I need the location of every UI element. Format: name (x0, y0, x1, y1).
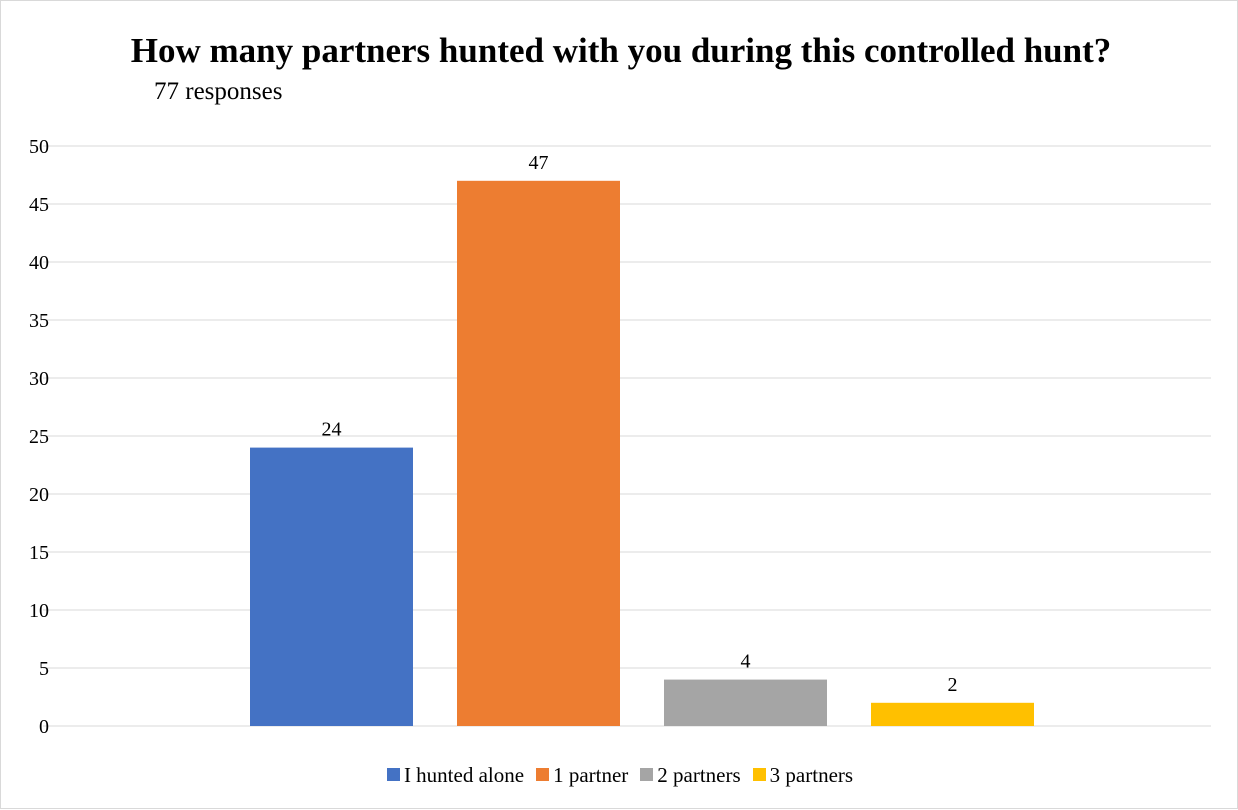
bar-i-hunted-alone (250, 447, 413, 726)
legend-label: 2 partners (657, 763, 741, 787)
y-tick-label: 35 (29, 310, 49, 332)
data-label: 47 (529, 152, 549, 174)
bar-3-partners (871, 702, 1034, 726)
data-labels: 24 47 4 2 (322, 152, 958, 696)
bar-1-partner (457, 180, 620, 727)
y-tick-label: 20 (29, 484, 49, 506)
bars (250, 180, 1034, 727)
y-axis-ticks: 0 5 10 15 20 25 30 35 40 45 50 (29, 136, 49, 738)
legend-swatch (752, 768, 766, 781)
y-tick-label: 30 (29, 368, 49, 390)
y-tick-label: 40 (29, 252, 49, 274)
y-tick-label: 5 (39, 658, 49, 680)
legend-label: 3 partners (769, 763, 854, 787)
y-tick-label: 50 (29, 136, 49, 158)
data-label: 4 (741, 651, 751, 673)
legend-item: I hunted alone (386, 762, 525, 788)
legend-swatch (640, 768, 654, 781)
y-tick-label: 45 (29, 194, 49, 216)
data-label: 2 (948, 674, 958, 696)
legend: I hunted alone 1 partner 2 partners 3 partn… (1, 762, 1238, 788)
legend-label: I hunted alone (403, 763, 525, 787)
chart-title: How many partners hunted with you during… (130, 31, 1112, 70)
y-tick-label: 10 (29, 600, 49, 622)
legend-item: 2 partners (640, 762, 741, 788)
legend-label: 1 partner (553, 763, 629, 787)
gridlines (43, 145, 1211, 727)
y-tick-label: 15 (29, 542, 49, 564)
bar-2-partners (664, 679, 827, 726)
legend-item: 1 partner (536, 762, 628, 788)
legend-item: 3 partners (752, 762, 854, 788)
data-label: 24 (322, 419, 342, 441)
chart-subtitle: 77 responses (154, 78, 283, 105)
legend-swatch (536, 768, 550, 781)
y-tick-label: 0 (39, 716, 49, 738)
y-tick-label: 25 (29, 426, 49, 448)
legend-swatch (386, 768, 400, 781)
